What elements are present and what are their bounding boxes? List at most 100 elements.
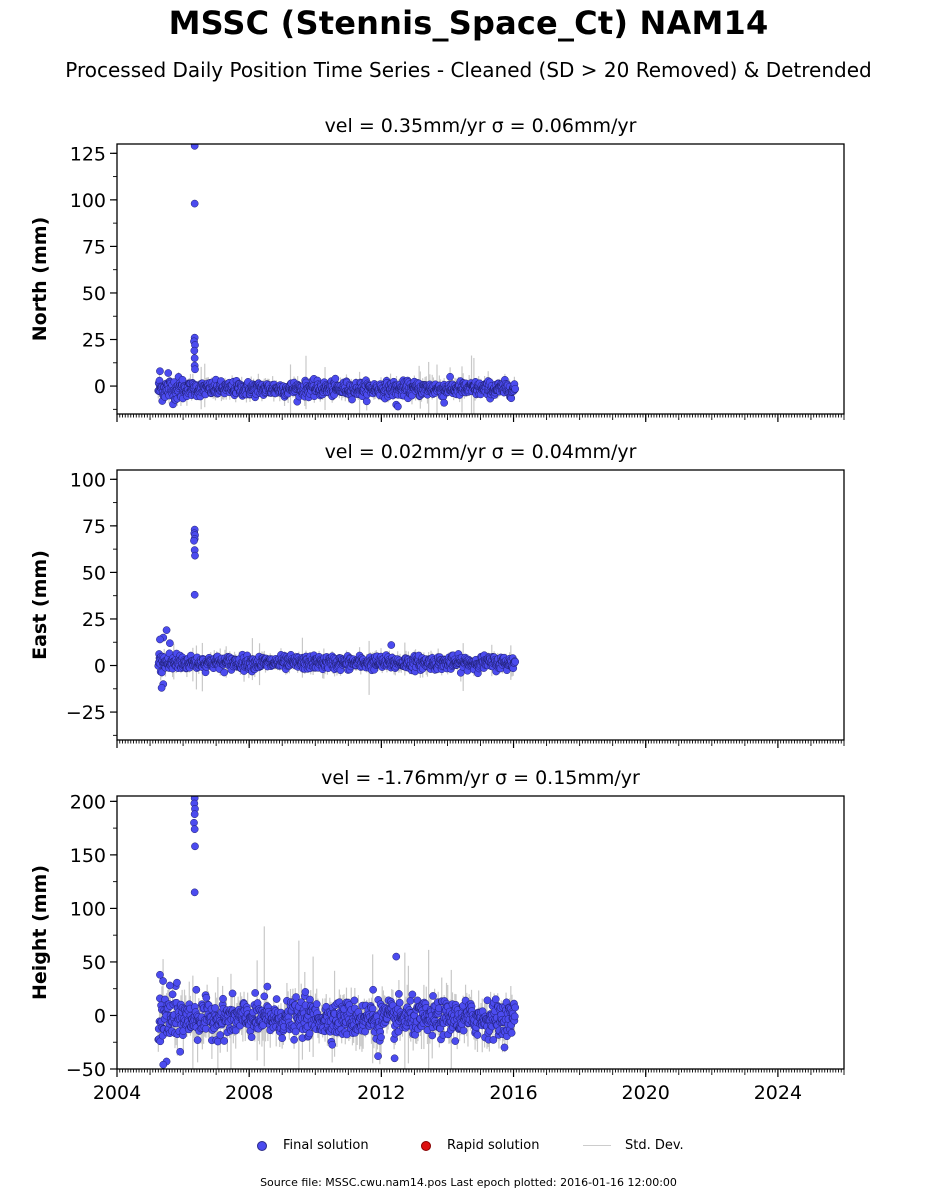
data-point [292, 993, 300, 1001]
y-tick-label: 125 [70, 143, 106, 165]
data-point [190, 825, 199, 834]
data-point [216, 1031, 225, 1039]
plot-area-3 [154, 796, 520, 1069]
data-point [306, 995, 314, 1004]
data-point [191, 842, 199, 851]
data-point [395, 990, 403, 998]
data-point [156, 635, 164, 644]
y-tick-label: 50 [82, 562, 106, 584]
data-point [190, 536, 198, 545]
data-point [202, 993, 211, 1002]
data-point [429, 992, 437, 1000]
data-point [272, 995, 281, 1003]
legend: Final solution Rapid solution Std. Dev. [0, 1138, 937, 1158]
data-point [159, 1060, 168, 1069]
data-point [446, 372, 454, 381]
data-point [387, 641, 396, 649]
data-point [500, 1043, 509, 1052]
data-point [190, 354, 199, 362]
data-point [377, 1033, 385, 1042]
y-tick-label: 25 [82, 330, 106, 352]
data-point [164, 369, 173, 377]
panel-title: vel = 0.02mm/yr σ = 0.04mm/yr [325, 441, 637, 463]
data-point [166, 639, 174, 648]
data-point [510, 1012, 519, 1021]
y-tick-label: 100 [70, 190, 106, 212]
data-point [190, 888, 199, 897]
x-tick-label: 2008 [225, 1082, 273, 1104]
data-point [369, 985, 377, 994]
y-tick-label: 0 [94, 1005, 106, 1027]
data-point [247, 1033, 256, 1041]
data-point [168, 990, 177, 999]
data-point [278, 1034, 287, 1043]
data-point [440, 398, 448, 407]
data-point [191, 365, 199, 374]
data-point [301, 988, 310, 996]
data-point [219, 994, 227, 1003]
data-point [331, 374, 340, 383]
x-tick-label: 2020 [622, 1082, 670, 1104]
y-tick-label: 0 [94, 656, 106, 678]
data-point [190, 346, 199, 355]
data-point [362, 397, 371, 406]
data-point [374, 1052, 382, 1061]
data-point [260, 992, 269, 1001]
source-footer: Source file: MSSC.cwu.nam14.pos Last epo… [260, 1176, 677, 1189]
data-point [392, 952, 401, 961]
y-tick-label: 75 [82, 236, 106, 258]
data-point [263, 982, 272, 991]
data-point [190, 810, 199, 819]
data-point [473, 1031, 482, 1039]
data-point [395, 998, 404, 1007]
legend-rapid-label: Rapid solution [447, 1138, 540, 1153]
y-axis-label: Height (mm) [29, 865, 51, 1000]
data-point [191, 551, 199, 560]
x-tick-label: 2004 [93, 1082, 141, 1104]
data-point [192, 985, 201, 994]
data-point [220, 668, 229, 677]
page-title: MSSC (Stennis_Space_Ct) NAM14 [168, 4, 769, 42]
y-tick-label: 150 [70, 845, 106, 867]
y-tick-label: 75 [82, 516, 106, 538]
x-tick-label: 2012 [357, 1082, 405, 1104]
plot-frame-2 [116, 469, 845, 741]
panel-3: 2004 2008 2012 2016 2020 2024 −50 0 50 100 150 200 v… [29, 767, 845, 1104]
x-tick-label: 2024 [754, 1082, 802, 1104]
data-point [231, 1026, 240, 1035]
y-tick-label: 50 [82, 283, 106, 305]
final-solution-points-1 [154, 144, 520, 411]
data-point [428, 1031, 437, 1040]
y-tick-label: 25 [82, 609, 106, 631]
data-point [190, 818, 198, 827]
panel-2: −25 0 25 50 75 100 vel = 0.02mm/yr σ = 0.04mm/… [29, 441, 845, 748]
data-point [214, 1037, 222, 1046]
data-point [190, 590, 199, 599]
x-tick-label: 2016 [489, 1082, 537, 1104]
legend-final-label: Final solution [283, 1138, 369, 1153]
plot-area-1 [154, 144, 520, 414]
data-point [166, 981, 174, 990]
data-point [157, 684, 166, 692]
legend-final-marker [257, 1140, 267, 1151]
panel-1: 0 25 50 75 100 125 vel = 0.35mm/yr σ = 0.06mm/… [29, 115, 845, 422]
y-tick-label: −50 [66, 1059, 106, 1081]
data-point [220, 1037, 229, 1045]
data-point [511, 384, 520, 393]
data-point [190, 199, 199, 208]
data-point [156, 367, 164, 376]
data-point [251, 989, 260, 997]
data-point [394, 402, 402, 411]
data-point [361, 1027, 369, 1036]
data-point [291, 1027, 300, 1036]
final-solution-points-2 [154, 525, 520, 692]
data-point [228, 989, 237, 998]
data-point [328, 1040, 337, 1049]
data-point [348, 395, 356, 404]
y-axis-label: North (mm) [29, 217, 51, 342]
data-point [176, 1047, 184, 1056]
data-point [162, 626, 171, 634]
legend-rapid: Rapid solution [421, 1138, 539, 1153]
data-point [489, 1036, 498, 1044]
data-point [491, 995, 500, 1004]
